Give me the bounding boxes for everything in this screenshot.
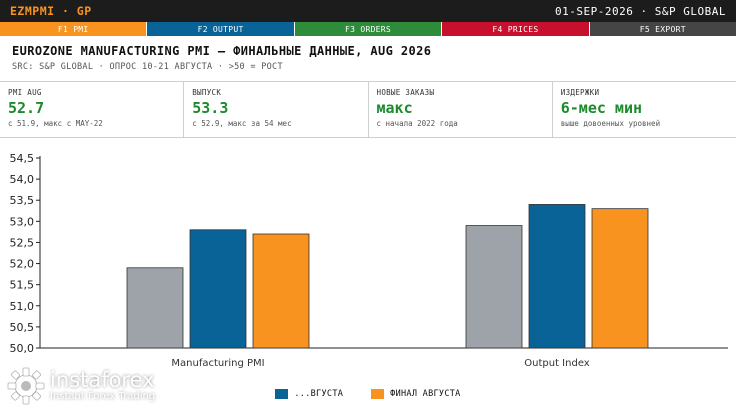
f5-export-tab[interactable]: F5 EXPORT [589,22,736,36]
metric-pmi: PMI AUG 52.7 с 51.9, макс с MAY-22 [0,82,185,137]
chart-bars [126,204,649,349]
metric-note: с начала 2022 года [376,119,458,128]
instaforex-watermark: instaforex Instant Forex Trading [6,364,196,408]
y-tick-label: 54,0 [10,173,35,186]
date-source-label: 01-SEP-2026 · S&P GLOBAL [555,4,726,18]
y-tick-label: 54,5 [10,152,35,165]
function-key-bar: F1 PMI F2 OUTPUT F3 ORDERS F4 PRICES F5 … [0,22,736,36]
metric-note: с 52.9, макс за 54 мес [192,119,292,128]
terminal-topbar: EZMPMI · GP 01-SEP-2026 · S&P GLOBAL [0,0,736,22]
metric-label: ИЗДЕРЖКИ [560,88,600,97]
bar-2-output-index [528,204,586,349]
watermark-brand: instaforex [50,368,155,392]
metric-value: 6-мес мин [560,99,643,117]
metric-label: ВЫПУСК [192,88,222,97]
y-tick-label: 50,5 [10,321,35,334]
y-tick-label: 51,0 [10,300,35,313]
y-tick-label: 50,0 [10,342,35,355]
legend-swatch [371,389,385,399]
bar-3-manufacturing-pmi [252,233,310,349]
f1-pmi-tab[interactable]: F1 PMI [0,22,148,36]
x-category-label: Output Index [524,358,590,369]
legend-swatch [275,389,289,399]
metric-label: НОВЫЕ ЗАКАЗЫ [376,88,435,97]
page-subtitle: SRC: S&P GLOBAL · ОПРОС 10-21 АВГУСТА · … [12,62,283,72]
chart-labels: 50,0 50,5 51,0 51,5 52,0 52,5 53,0 53,5 54,0 54,5… [10,152,590,369]
f4-prices-tab[interactable]: F4 PRICES [442,22,590,36]
chart-legend: ...ВГУСТА ФИНАЛ АВГУСТА [0,383,736,405]
ticker-label: EZMPMI · GP [10,4,92,18]
legend-label: ...ВГУСТА [294,389,344,399]
bar-1-manufacturing-pmi [126,267,184,349]
bar-3-output-index [591,208,649,349]
gear-logo-icon [7,367,45,405]
metric-value: макс [376,99,413,117]
metric-value: 52.7 [8,99,45,117]
metric-new-orders: НОВЫЕ ЗАКАЗЫ макс с начала 2022 года [369,82,553,137]
metric-label: PMI AUG [8,88,42,97]
metrics-row: PMI AUG 52.7 с 51.9, макс с MAY-22 ВЫПУС… [0,82,736,138]
metric-note: с 51.9, макс с MAY-22 [8,119,103,128]
pmi-bar-chart: 50,0 50,5 51,0 51,5 52,0 52,5 53,0 53,5 54,0 54,5… [10,152,728,369]
metric-input-costs: ИЗДЕРЖКИ 6-мес мин выше довоенных уровне… [553,82,736,137]
y-tick-label: 52,0 [10,258,35,271]
page-title: EUROZONE MANUFACTURING PMI — ФИНАЛЬНЫЕ Д… [12,44,432,58]
metric-value: 53.3 [192,99,229,117]
x-category-label: Manufacturing PMI [171,358,264,369]
bar-2-manufacturing-pmi [189,229,247,349]
f3-orders-tab[interactable]: F3 ORDERS [294,22,443,36]
watermark-tagline: Instant Forex Trading [50,391,156,402]
page-header: EUROZONE MANUFACTURING PMI — ФИНАЛЬНЫЕ Д… [0,36,736,82]
legend-label: ФИНАЛ АВГУСТА [390,389,461,399]
metric-note: выше довоенных уровней [560,119,661,128]
bar-1-output-index [465,225,523,349]
y-tick-label: 53,5 [10,194,35,207]
y-tick-label: 53,0 [10,215,35,228]
metric-output: ВЫПУСК 53.3 с 52.9, макс за 54 мес [184,82,369,137]
f2-output-tab[interactable]: F2 OUTPUT [147,22,295,36]
y-tick-label: 52,5 [10,236,35,249]
legend-item: ФИНАЛ АВГУСТА [371,389,460,399]
watermark-text: instaforex Instant Forex Trading [50,369,155,403]
legend-item: ...ВГУСТА [275,389,343,399]
y-tick-label: 51,5 [10,279,35,292]
